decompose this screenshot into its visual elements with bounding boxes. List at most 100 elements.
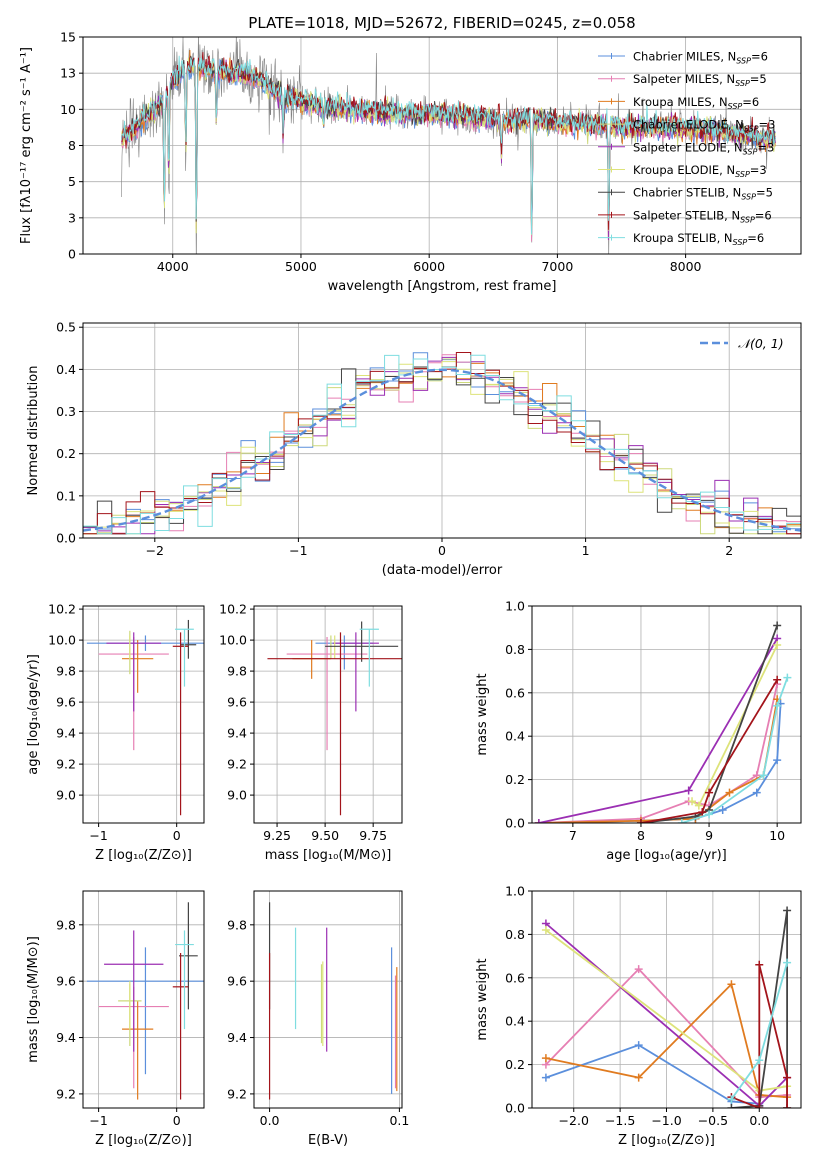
y-tick-label: 0.1 <box>56 488 76 503</box>
weight-marker <box>694 801 703 810</box>
y-tick-label: 8 <box>68 138 76 153</box>
weight-series-kroupa-stelib <box>677 673 792 823</box>
y-axis-label: age [log₁₀(age/yr)] <box>26 654 41 775</box>
errorbar-point-chabrier-stelib <box>179 902 198 1010</box>
gridlines <box>83 606 204 823</box>
spectrum-legend: Chabrier MILES, NSSP=6 Salpeter MILES, NS… <box>598 50 775 247</box>
errorbar-point-kroupa-stelib <box>175 930 194 1030</box>
y-tick-label: 10 <box>60 102 76 117</box>
x-tick-label: −1 <box>289 543 307 558</box>
y-tick-label: 9.8 <box>56 664 76 679</box>
weight-marker <box>677 819 686 823</box>
errorbar-point-salpeter-miles <box>286 637 368 751</box>
y-tick-label: 9.0 <box>56 788 76 803</box>
y-tick-label: 0.6 <box>505 970 525 985</box>
x-tick-label: 9.75 <box>359 828 387 843</box>
plot-area <box>86 902 204 1100</box>
x-tick-label: −0.5 <box>698 1113 728 1128</box>
figure-title: PLATE=1018, MJD=52672, FIBERID=0245, z=0… <box>248 14 635 32</box>
x-tick-label: 9 <box>705 828 713 843</box>
panel-weight-vs-age: 7 8 9 10 0.0 0.2 0.4 0.6 0.8 1.0 age [log₁₀(age/yr… <box>475 599 802 863</box>
y-tick-label: 0.3 <box>56 404 76 419</box>
histogram-kroupa-stelib <box>83 354 801 535</box>
x-axis-label: Z [log₁₀(Z/Z⊙)] <box>618 1133 715 1148</box>
weight-marker <box>773 701 782 710</box>
panel-age-vs-mass: 9.25 9.50 9.75 9.0 9.2 9.4 9.6 9.8 10.0 10.2 mass … <box>219 602 403 863</box>
plot-area <box>541 906 792 1108</box>
weight-marker <box>783 1104 792 1108</box>
weight-marker <box>783 958 792 967</box>
errorbar-point-kroupa-stelib <box>175 628 194 687</box>
weight-marker <box>705 810 714 819</box>
weight-marker <box>783 906 792 915</box>
panel-residuals: −2 −1 0 1 2 0.0 0.1 0.2 0.3 0.4 0.5 (data-model)/er… <box>26 320 802 578</box>
x-tick-label: −2.0 <box>559 1113 589 1128</box>
x-axis-label: wavelength [Angstrom, rest frame] <box>328 279 557 294</box>
weight-marker <box>541 926 550 935</box>
weight-marker <box>755 1104 764 1108</box>
plot-area <box>534 621 792 823</box>
plot-area <box>267 621 402 816</box>
plot-area <box>268 902 398 1100</box>
weight-marker <box>755 960 764 969</box>
y-axis-label: Flux [fλ10⁻¹⁷ erg cm⁻² s⁻¹ A⁻¹] <box>19 47 34 244</box>
weight-series-salpeter-elodie <box>534 634 782 823</box>
weight-series-kroupa-stelib <box>727 958 792 1104</box>
y-tick-label: 10.0 <box>48 633 76 648</box>
y-tick-label: 0.2 <box>505 772 525 787</box>
x-tick-label: 9.50 <box>311 828 339 843</box>
y-axis-label: mass weight <box>475 673 490 755</box>
errorbar-point-salpeter-stelib <box>172 632 189 816</box>
errorbar-point-chabrier-stelib <box>180 619 197 659</box>
panel-spectrum: 4000 5000 6000 7000 8000 0 3 5 8 10 13 15 wavelength… <box>19 30 802 294</box>
y-tick-label: 9.2 <box>227 757 247 772</box>
y-tick-label: 15 <box>60 30 76 45</box>
x-tick-label: −1 <box>89 828 107 843</box>
y-tick-label: 9.6 <box>227 974 247 989</box>
y-tick-label: 9.2 <box>227 1086 247 1101</box>
y-tick-label: 9.4 <box>227 726 247 741</box>
x-axis-label: (data-model)/error <box>382 563 503 578</box>
weight-marker <box>705 788 714 797</box>
y-tick-label: 0.6 <box>505 685 525 700</box>
plot-area <box>121 37 776 254</box>
weight-marker <box>634 1041 643 1050</box>
spectrum-model-kroupa-stelib <box>121 55 776 235</box>
x-axis-label: age [log₁₀(age/yr)] <box>606 848 727 863</box>
y-tick-label: 0.2 <box>56 446 76 461</box>
weight-marker <box>773 756 782 765</box>
x-tick-label: 4000 <box>157 259 189 274</box>
y-tick-label: 9.4 <box>227 1030 247 1045</box>
panel-weight-vs-Z: −2.0 −1.5 −1.0 −0.5 0.0 0.0 0.2 0.4 0.6 0.8 1.0 Z [… <box>475 884 802 1148</box>
weight-marker <box>727 1104 736 1108</box>
y-tick-label: 0.4 <box>505 729 525 744</box>
y-tick-label: 9.8 <box>227 664 247 679</box>
errorbar-point-chabrier-stelib <box>325 621 399 662</box>
weight-series-salpeter-stelib <box>727 960 792 1108</box>
x-tick-label: 0 <box>438 543 446 558</box>
y-tick-label: 9.4 <box>56 726 76 741</box>
axes-frame <box>253 605 403 824</box>
weight-marker <box>773 621 782 630</box>
x-tick-label: 0 <box>173 828 181 843</box>
axes-frame <box>531 605 802 824</box>
legend-label: Chabrier MILES, NSSP=6 <box>633 50 768 66</box>
y-tick-label: 13 <box>60 66 76 81</box>
x-tick-label: −1.0 <box>651 1113 681 1128</box>
errorbar-point-salpeter-stelib <box>267 632 402 816</box>
y-tick-label: 0.4 <box>56 362 76 377</box>
axes-frame <box>253 890 403 1109</box>
y-axis-label: Normed distribution <box>26 366 41 496</box>
x-tick-label: 0.0 <box>749 1113 769 1128</box>
weight-series-salpeter-stelib <box>636 675 782 823</box>
weight-marker <box>755 1056 764 1065</box>
legend-label: Chabrier ELODIE, NSSP=3 <box>633 118 775 134</box>
legend-label: Chabrier STELIB, NSSP=5 <box>633 186 773 202</box>
weight-marker <box>752 788 761 797</box>
errorbar-point-salpeter-elodie <box>104 930 164 1052</box>
weight-marker <box>541 1054 550 1063</box>
y-tick-label: 0.8 <box>505 642 525 657</box>
y-tick-label: 9.2 <box>56 757 76 772</box>
y-tick-label: 9.0 <box>227 788 247 803</box>
